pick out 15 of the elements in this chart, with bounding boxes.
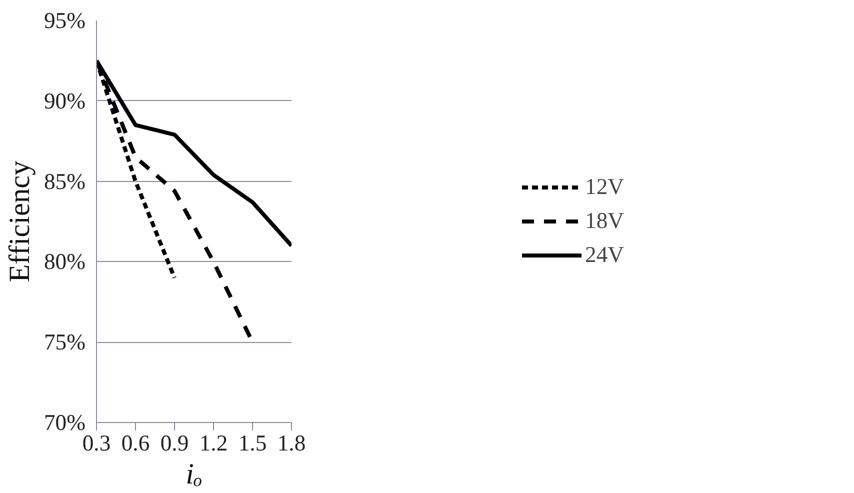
y-tick-label: 80% — [44, 249, 86, 274]
legend-label: 18V — [584, 208, 624, 234]
x-tick-label: 0.6 — [121, 430, 150, 456]
x-tick-label: 0.9 — [160, 430, 189, 456]
y-tick-label: 85% — [44, 168, 86, 194]
x-tick-label: 1.2 — [199, 430, 228, 456]
y-tick-label: 90% — [44, 88, 86, 114]
legend-label: 24V — [584, 242, 624, 268]
x-tick-label: 1.8 — [277, 430, 306, 456]
legend-label: 12V — [584, 174, 624, 200]
x-axis-title: iₒ — [186, 458, 202, 490]
y-tick-label: 75% — [44, 330, 86, 355]
x-tick-label: 1.5 — [238, 430, 267, 456]
y-tick-label: 95% — [44, 8, 86, 33]
y-axis-title: Efficiency — [4, 160, 36, 282]
